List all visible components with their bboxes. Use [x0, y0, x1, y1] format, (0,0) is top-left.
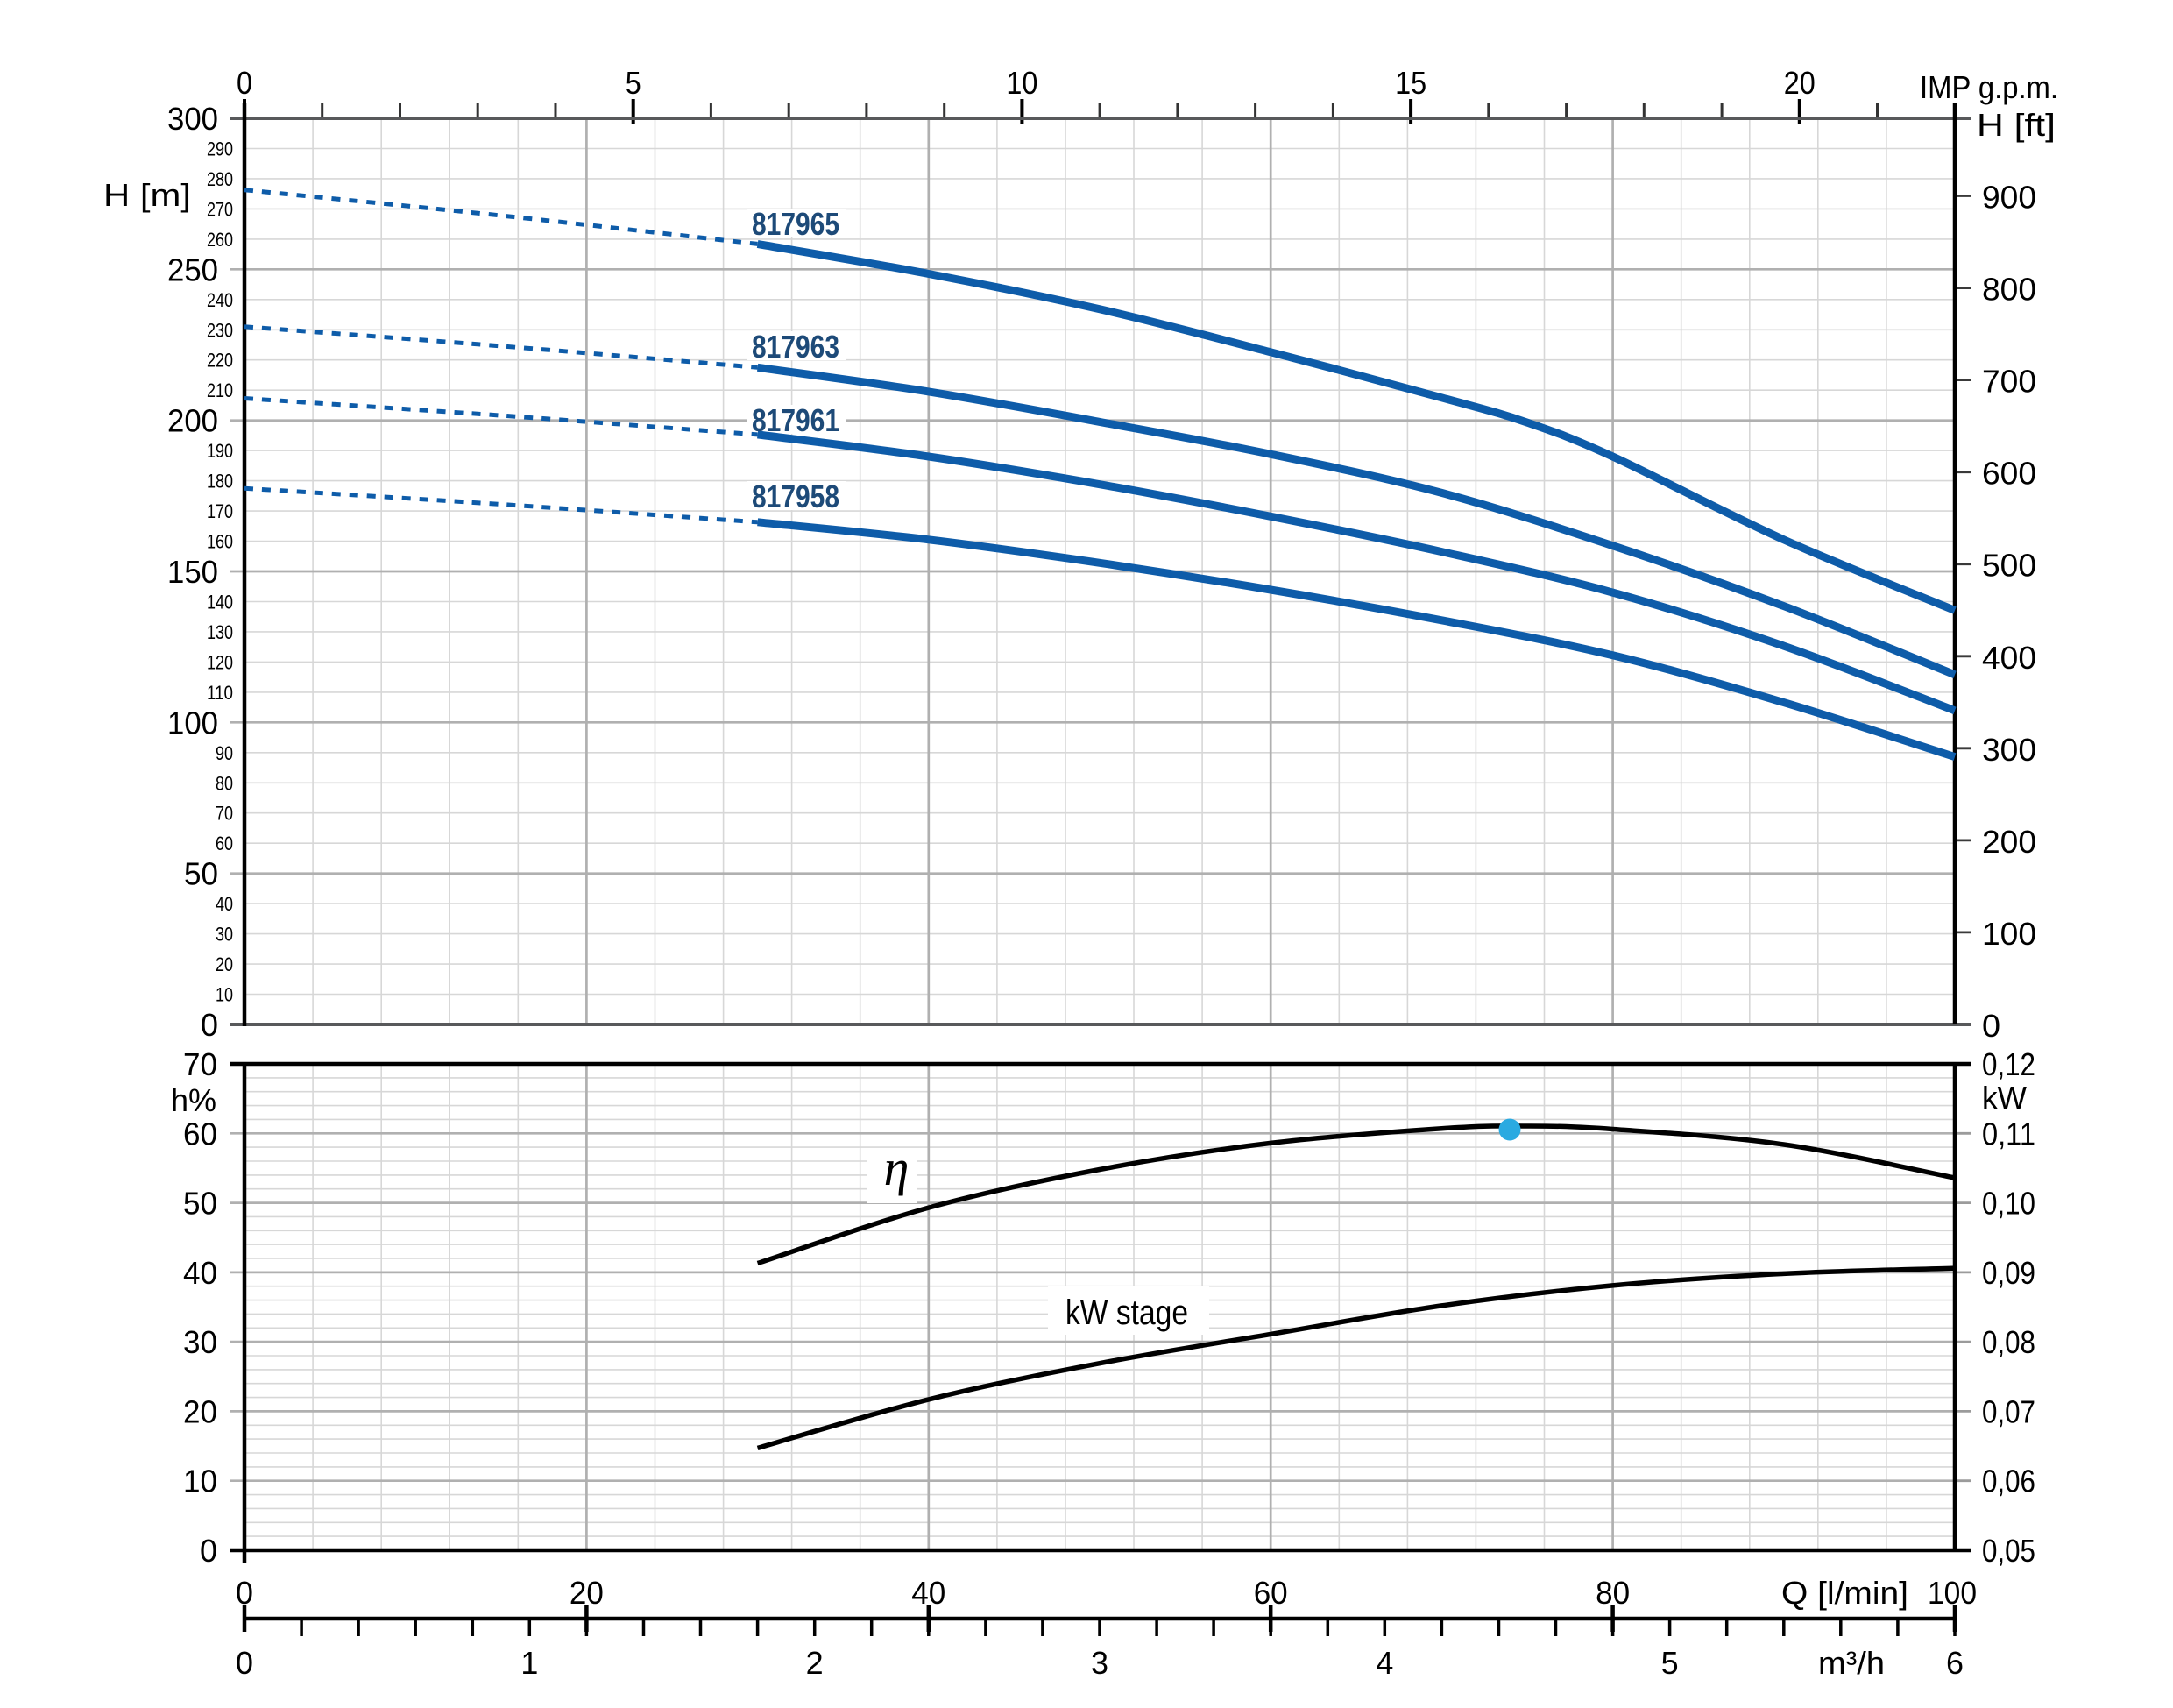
svg-text:120: 120	[207, 651, 233, 673]
svg-text:0,12: 0,12	[1982, 1046, 2035, 1082]
svg-text:200: 200	[1982, 824, 2036, 860]
svg-text:817958: 817958	[752, 478, 839, 514]
svg-text:180: 180	[207, 471, 233, 493]
svg-text:4: 4	[1376, 1645, 1393, 1681]
svg-text:kW stage: kW stage	[1065, 1293, 1188, 1332]
svg-text:500: 500	[1982, 548, 2036, 584]
svg-text:290: 290	[207, 138, 233, 159]
svg-text:0,07: 0,07	[1982, 1393, 2035, 1429]
svg-text:0,09: 0,09	[1982, 1255, 2035, 1291]
svg-text:20: 20	[1784, 65, 1816, 101]
svg-text:260: 260	[207, 229, 233, 251]
svg-text:170: 170	[207, 500, 233, 522]
svg-text:50: 50	[183, 1186, 217, 1222]
svg-text:10: 10	[1006, 65, 1037, 101]
svg-text:0,11: 0,11	[1982, 1116, 2035, 1152]
svg-text:80: 80	[216, 772, 233, 794]
svg-text:400: 400	[1982, 640, 2036, 676]
svg-text:30: 30	[183, 1324, 217, 1360]
svg-text:900: 900	[1982, 180, 2036, 216]
svg-text:817965: 817965	[752, 206, 839, 242]
svg-text:150: 150	[167, 554, 218, 590]
svg-text:800: 800	[1982, 272, 2036, 308]
svg-text:H [ft]: H [ft]	[1977, 107, 2056, 143]
svg-text:140: 140	[207, 591, 233, 613]
svg-text:20: 20	[570, 1575, 604, 1611]
svg-text:20: 20	[183, 1393, 217, 1429]
svg-text:0,06: 0,06	[1982, 1463, 2035, 1499]
svg-text:240: 240	[207, 289, 233, 311]
svg-text:0: 0	[201, 1007, 218, 1043]
svg-text:817961: 817961	[752, 402, 839, 438]
svg-text:300: 300	[1982, 732, 2036, 768]
svg-text:IMP g.p.m.: IMP g.p.m.	[1920, 69, 2058, 105]
svg-text:100: 100	[167, 705, 218, 741]
svg-text:50: 50	[184, 856, 218, 892]
svg-text:200: 200	[167, 403, 218, 439]
svg-text:270: 270	[207, 198, 233, 220]
svg-text:m³/h: m³/h	[1818, 1645, 1885, 1681]
svg-text:40: 40	[216, 893, 233, 915]
svg-text:kW: kW	[1982, 1080, 2027, 1116]
svg-text:600: 600	[1982, 456, 2036, 492]
svg-text:0,10: 0,10	[1982, 1186, 2035, 1222]
svg-text:130: 130	[207, 621, 233, 643]
svg-text:700: 700	[1982, 364, 2036, 400]
svg-text:20: 20	[216, 953, 233, 975]
svg-text:0: 0	[237, 65, 252, 101]
svg-text:0: 0	[236, 1645, 253, 1681]
svg-text:160: 160	[207, 531, 233, 553]
svg-text:1: 1	[520, 1645, 538, 1681]
svg-text:817963: 817963	[752, 329, 839, 365]
svg-text:2: 2	[806, 1645, 824, 1681]
svg-text:80: 80	[1596, 1575, 1630, 1611]
svg-text:100: 100	[1982, 916, 2036, 952]
svg-text:10: 10	[216, 984, 233, 1006]
svg-text:90: 90	[216, 742, 233, 764]
svg-text:h%: h%	[171, 1082, 216, 1118]
svg-text:220: 220	[207, 350, 233, 372]
svg-text:190: 190	[207, 440, 233, 462]
svg-text:280: 280	[207, 168, 233, 190]
svg-text:0: 0	[236, 1575, 253, 1611]
svg-text:0: 0	[1982, 1008, 2000, 1044]
svg-text:15: 15	[1395, 65, 1426, 101]
svg-text:100: 100	[1928, 1575, 1977, 1611]
svg-text:30: 30	[216, 924, 233, 946]
svg-text:300: 300	[167, 101, 218, 137]
svg-text:H [m]: H [m]	[103, 177, 191, 213]
svg-text:230: 230	[207, 319, 233, 341]
svg-text:3: 3	[1091, 1645, 1108, 1681]
svg-text:10: 10	[183, 1463, 217, 1499]
svg-text:40: 40	[911, 1575, 945, 1611]
svg-text:Q [l/min]: Q [l/min]	[1781, 1575, 1908, 1611]
svg-text:210: 210	[207, 379, 233, 401]
svg-text:60: 60	[183, 1116, 217, 1152]
svg-text:6: 6	[1946, 1645, 1964, 1681]
svg-text:70: 70	[183, 1046, 217, 1082]
svg-text:40: 40	[183, 1255, 217, 1291]
svg-text:0: 0	[200, 1533, 217, 1569]
svg-text:5: 5	[626, 65, 641, 101]
svg-text:110: 110	[207, 682, 233, 704]
svg-text:60: 60	[1254, 1575, 1288, 1611]
svg-text:70: 70	[216, 803, 233, 825]
svg-text:0,05: 0,05	[1982, 1533, 2035, 1569]
svg-text:5: 5	[1661, 1645, 1679, 1681]
svg-text:η: η	[884, 1139, 910, 1196]
svg-text:250: 250	[167, 252, 218, 287]
svg-text:60: 60	[216, 833, 233, 854]
svg-text:0,08: 0,08	[1982, 1324, 2035, 1360]
